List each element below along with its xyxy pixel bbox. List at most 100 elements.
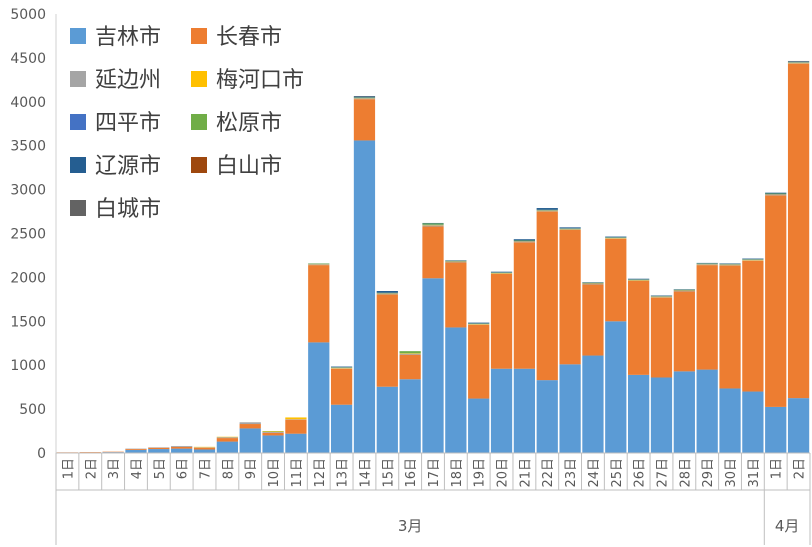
legend-label: 辽源市 — [95, 154, 161, 179]
bar-segment — [171, 446, 193, 449]
x-tick-label: 16日 — [404, 458, 419, 488]
x-tick-label: 28日 — [678, 458, 693, 488]
bar-segment — [353, 99, 376, 141]
bar-segment — [742, 391, 764, 453]
legend-swatch — [70, 200, 86, 216]
bar-segment — [628, 374, 650, 453]
y-tick-label: 1500 — [10, 314, 46, 330]
bar-segment — [148, 447, 170, 450]
x-tick-label: 11日 — [290, 458, 305, 488]
bar-segment — [513, 242, 536, 369]
y-tick-label: 2000 — [10, 270, 46, 286]
x-tick-label: 5日 — [153, 458, 168, 479]
bar-segment — [536, 380, 558, 453]
bar-segment — [673, 291, 695, 372]
x-tick-label: 12日 — [313, 458, 328, 488]
bar-segment — [262, 431, 284, 433]
x-tick-label: 29日 — [701, 458, 716, 488]
x-tick-label: 21日 — [518, 458, 533, 488]
bar-segment — [490, 368, 513, 453]
bar-segment — [399, 351, 421, 354]
bar-segment — [308, 265, 330, 343]
legend-label: 白城市 — [95, 197, 161, 222]
x-tick-label: 27日 — [655, 458, 670, 488]
x-tick-label: 8日 — [221, 458, 236, 479]
bar-segment — [673, 371, 695, 453]
bar-segment — [536, 211, 558, 381]
month-group-label: 4月 — [775, 517, 800, 535]
bar-segment — [353, 140, 376, 453]
x-tick-label: 7日 — [199, 458, 214, 479]
bar-segment — [216, 437, 238, 439]
bar-segment — [559, 227, 581, 229]
bar-segment — [125, 449, 147, 453]
x-tick-label: 4日 — [130, 458, 145, 479]
legend-label: 吉林市 — [95, 25, 161, 50]
legend-label: 梅河口市 — [216, 68, 304, 93]
x-tick-label: 14日 — [358, 458, 373, 488]
x-tick-label: 23日 — [564, 458, 579, 488]
bar-segment — [193, 449, 216, 453]
bar-segment — [239, 422, 261, 425]
x-tick-label: 17日 — [427, 458, 442, 488]
month-group-label: 3月 — [398, 517, 423, 535]
bar-segment — [330, 404, 353, 453]
x-tick-label: 22日 — [541, 458, 556, 488]
bar-segment — [605, 238, 627, 322]
x-tick-label: 10日 — [267, 458, 282, 488]
bar-segment — [719, 265, 741, 389]
x-tick-label: 3日 — [107, 458, 122, 479]
bar-segment — [445, 262, 467, 328]
legend-label: 延边州 — [95, 68, 161, 93]
bar-segment — [399, 353, 421, 355]
bar-segment — [376, 291, 398, 293]
y-tick-label: 1000 — [10, 358, 46, 374]
bar-segment — [650, 297, 673, 378]
bar-segment — [422, 225, 444, 227]
legend-label: 松原市 — [216, 111, 282, 136]
bar-segment — [445, 327, 467, 453]
bar-segment — [696, 369, 718, 453]
bar-segment — [513, 368, 536, 453]
x-tick-label: 26日 — [633, 458, 648, 488]
bar-segment — [582, 284, 604, 356]
x-tick-label: 18日 — [450, 458, 465, 488]
x-tick-label: 25日 — [610, 458, 625, 488]
bar-segment — [582, 355, 604, 453]
bar-segment — [285, 433, 307, 453]
bar-segment — [239, 428, 261, 453]
bar-segment — [628, 280, 650, 375]
bar-segment — [719, 388, 741, 453]
bar-segment — [513, 239, 536, 241]
bar-segment — [536, 208, 558, 210]
bar-segment — [765, 406, 787, 453]
x-axis: 1日 2日 3日 4日 5日 6日 7日 8日 9日 10日 11日 12日 13日 14日 15日 16日 1… — [55, 452, 811, 545]
y-tick-label: 4000 — [10, 95, 46, 111]
bar-segment — [148, 449, 170, 453]
x-tick-label: 2日 — [793, 458, 808, 479]
bar-segment — [308, 342, 330, 453]
x-tick-label: 1日 — [61, 458, 76, 479]
x-tick-label: 30日 — [724, 458, 739, 488]
legend-swatch — [191, 114, 207, 130]
x-tick-label: 31日 — [747, 458, 762, 488]
bar-segment — [262, 432, 284, 436]
legend-swatch — [191, 28, 207, 44]
y-tick-label: 500 — [19, 402, 46, 418]
bar-segment — [559, 229, 581, 365]
bar-segment — [422, 226, 444, 279]
legend-swatch — [70, 114, 86, 130]
bar-segment — [490, 273, 513, 369]
bar-segment — [468, 398, 490, 453]
bar-segment — [171, 448, 193, 453]
bar-segment — [285, 419, 307, 434]
bar-segment — [742, 260, 764, 392]
bar-segment — [787, 63, 810, 399]
y-tick-label: 3000 — [10, 183, 46, 199]
x-tick-label: 20日 — [496, 458, 511, 488]
x-tick-label: 6日 — [176, 458, 191, 479]
bar-segment — [171, 445, 193, 447]
x-tick-label: 1日 — [770, 458, 785, 479]
bar-segment — [422, 278, 444, 453]
